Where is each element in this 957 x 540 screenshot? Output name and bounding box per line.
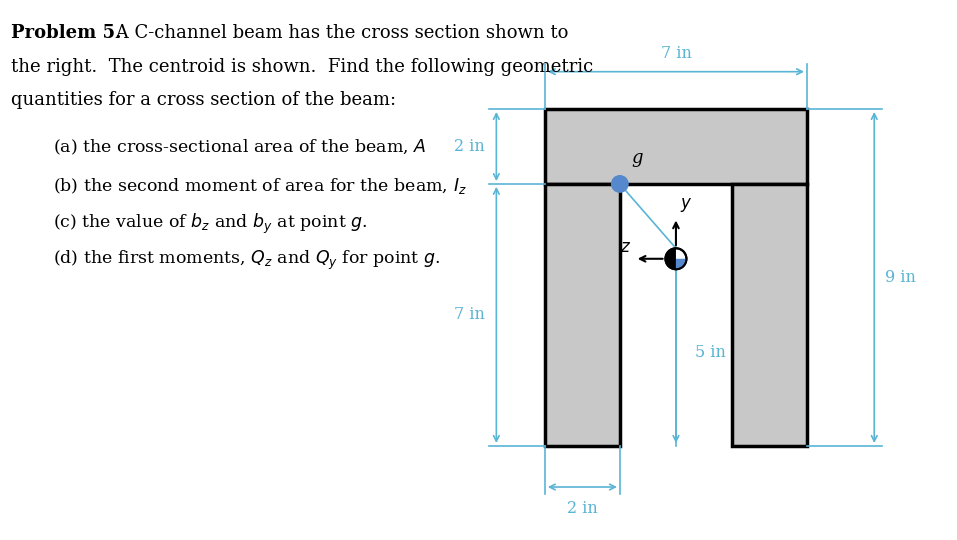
- Text: (c) the value of $b_z$ and $b_y$ at point $g$.: (c) the value of $b_z$ and $b_y$ at poin…: [53, 212, 367, 237]
- Bar: [545, 109, 807, 184]
- Text: the right.  The centroid is shown.  Find the following geometric: the right. The centroid is shown. Find t…: [11, 58, 593, 76]
- Text: 9 in: 9 in: [885, 269, 917, 286]
- Text: g: g: [631, 149, 642, 167]
- Circle shape: [665, 248, 686, 269]
- Text: (d) the first moments, $Q_z$ and $Q_y$ for point $g$.: (d) the first moments, $Q_z$ and $Q_y$ f…: [53, 248, 440, 272]
- Text: A C-channel beam has the cross section shown to: A C-channel beam has the cross section s…: [110, 24, 568, 42]
- Text: quantities for a cross section of the beam:: quantities for a cross section of the be…: [11, 91, 396, 109]
- Bar: [545, 184, 620, 446]
- Wedge shape: [676, 259, 686, 269]
- Text: 7 in: 7 in: [455, 306, 485, 323]
- Text: 5 in: 5 in: [695, 344, 725, 361]
- Text: Problem 5.: Problem 5.: [11, 24, 122, 42]
- Text: (b) the second moment of area for the beam, $I_z$: (b) the second moment of area for the be…: [53, 176, 466, 195]
- Text: (a) the cross-sectional area of the beam, $A$: (a) the cross-sectional area of the beam…: [53, 138, 426, 157]
- Text: 2 in: 2 in: [455, 138, 485, 155]
- Circle shape: [612, 176, 628, 192]
- Wedge shape: [665, 248, 676, 269]
- Text: $z$: $z$: [620, 238, 631, 256]
- Text: 2 in: 2 in: [568, 500, 598, 517]
- Text: $y$: $y$: [679, 196, 692, 214]
- Text: 7 in: 7 in: [660, 45, 691, 62]
- Bar: [732, 184, 807, 446]
